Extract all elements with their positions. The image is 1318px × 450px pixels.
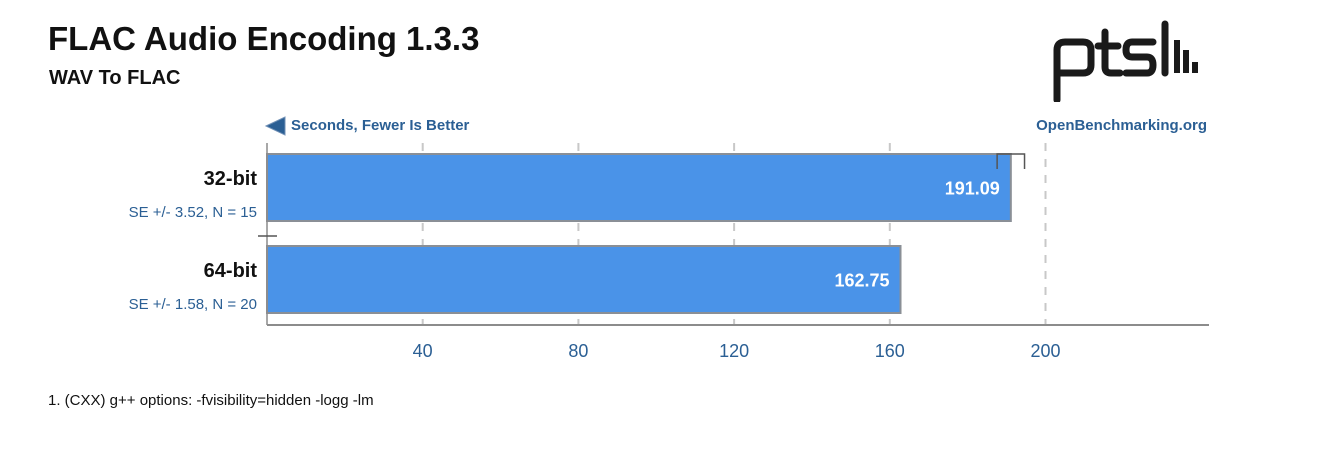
x-tick-label: 40 <box>413 341 433 361</box>
bar-value-label: 191.09 <box>945 179 1000 199</box>
x-tick-label: 160 <box>875 341 905 361</box>
x-tick-label: 200 <box>1030 341 1060 361</box>
category-label: 64-bit <box>204 260 258 282</box>
x-tick-label: 120 <box>719 341 749 361</box>
footnote: 1. (CXX) g++ options: -fvisibility=hidde… <box>48 392 374 409</box>
axes <box>258 143 1209 326</box>
bar <box>266 245 902 314</box>
chart-title: FLAC Audio Encoding 1.3.3 <box>48 20 480 57</box>
chart-subtitle: WAV To FLAC <box>49 67 181 89</box>
bar <box>266 153 1012 222</box>
direction-arrow-icon <box>264 116 286 136</box>
source-label: OpenBenchmarking.org <box>1036 117 1207 134</box>
axis-direction-label: Seconds, Fewer Is Better <box>291 117 470 134</box>
x-tick-label: 80 <box>568 341 588 361</box>
error-bar <box>996 153 1026 169</box>
category-note: SE +/- 3.52, N = 15 <box>129 204 257 221</box>
ptsh-logo: ptsh <box>1053 20 1198 102</box>
bars <box>266 153 1026 314</box>
category-label: 32-bit <box>204 168 258 190</box>
labels: 40 80 120 160 200 191.09 32-bit SE +/- 3.52, N … <box>129 116 1061 361</box>
category-note: SE +/- 1.58, N = 20 <box>129 296 257 313</box>
bar-value-label: 162.75 <box>834 271 889 291</box>
